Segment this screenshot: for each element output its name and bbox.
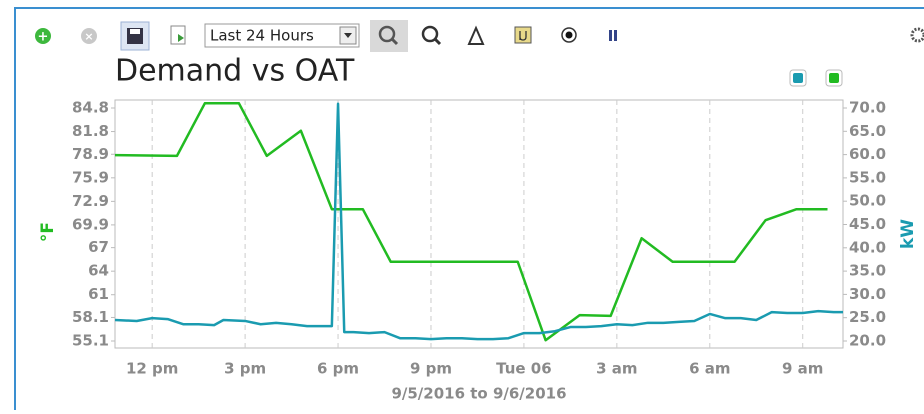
y-tick-label: 84.8 xyxy=(72,99,109,117)
mu-icon xyxy=(519,31,527,41)
mu-button[interactable] xyxy=(514,26,532,44)
x-axis-label: 9/5/2016 to 9/6/2016 xyxy=(391,385,566,403)
series-line xyxy=(114,102,843,341)
y2-tick-label: 65.0 xyxy=(849,122,886,140)
x-tick-label: 3 am xyxy=(596,360,637,378)
legend-swatch xyxy=(793,73,803,83)
y2-tick-label: 55.0 xyxy=(849,168,886,186)
zoom-reset-button[interactable] xyxy=(370,20,408,52)
y-tick-label: 78.9 xyxy=(72,145,109,163)
x-tick-label: 9 am xyxy=(782,360,823,378)
delta-button[interactable] xyxy=(467,25,485,45)
y-tick-label: 64 xyxy=(88,262,109,280)
pause-button[interactable] xyxy=(609,30,612,41)
zoom-button[interactable] xyxy=(421,25,439,43)
x-tick-label: 12 pm xyxy=(126,360,178,378)
dropdown-arrow-icon xyxy=(344,33,352,38)
y2-tick-label: 25.0 xyxy=(849,308,886,326)
zoom-icon xyxy=(390,37,399,46)
x-tick-label: Tue 06 xyxy=(496,360,552,378)
x-tick-label: 3 pm xyxy=(224,360,266,378)
y2-tick-label: 40.0 xyxy=(849,238,886,256)
y-tick-label: 61 xyxy=(88,285,109,303)
record-icon xyxy=(565,31,573,39)
plot: 12 pm 3 pm 6 pm 9 pm Tue 06 3 am 6 am 9 am 55.1 5… xyxy=(72,69,886,378)
zoom-icon xyxy=(433,37,442,46)
export-icon xyxy=(178,34,184,42)
plot-frame xyxy=(114,99,844,349)
y-tick-label: 72.9 xyxy=(72,192,109,210)
y-tick-label: 75.9 xyxy=(72,168,109,186)
legend-swatch xyxy=(829,73,839,83)
remove-button[interactable] xyxy=(81,28,97,44)
x-tick-label: 6 pm xyxy=(317,360,359,378)
x-tick-label: 6 am xyxy=(689,360,730,378)
y2-axis-label: kW xyxy=(898,219,918,249)
y-tick-label: 81.8 xyxy=(72,122,109,140)
y2-tick-label: 35.0 xyxy=(849,262,886,280)
y-tick-label: 55.1 xyxy=(72,332,109,350)
range-dropdown[interactable] xyxy=(204,23,360,48)
series-line xyxy=(114,102,828,342)
y-axis-label: °F xyxy=(38,222,58,242)
y2-tick-label: 50.0 xyxy=(849,192,886,210)
y2-tick-label: 30.0 xyxy=(849,285,886,303)
add-button[interactable] xyxy=(35,28,51,44)
chart-title: Demand vs OAT xyxy=(115,54,355,89)
y2-tick-label: 20.0 xyxy=(849,332,886,350)
record-button[interactable] xyxy=(561,27,577,43)
y-tick-label: 58.1 xyxy=(72,308,109,326)
y2-tick-label: 45.0 xyxy=(849,215,886,233)
x-tick-label: 9 pm xyxy=(410,360,452,378)
zoom-icon xyxy=(378,25,396,43)
save-icon xyxy=(130,29,140,34)
y2-tick-label: 70.0 xyxy=(849,99,886,117)
pause-button[interactable] xyxy=(614,30,617,41)
settings-button[interactable] xyxy=(910,27,924,43)
y-tick-label: 67 xyxy=(88,238,109,256)
y-tick-label: 69.9 xyxy=(72,215,109,233)
remove-icon: × xyxy=(84,30,93,43)
range-label: Last 24 Hours xyxy=(210,27,314,45)
y2-tick-label: 60.0 xyxy=(849,145,886,163)
add-icon: + xyxy=(38,30,49,45)
